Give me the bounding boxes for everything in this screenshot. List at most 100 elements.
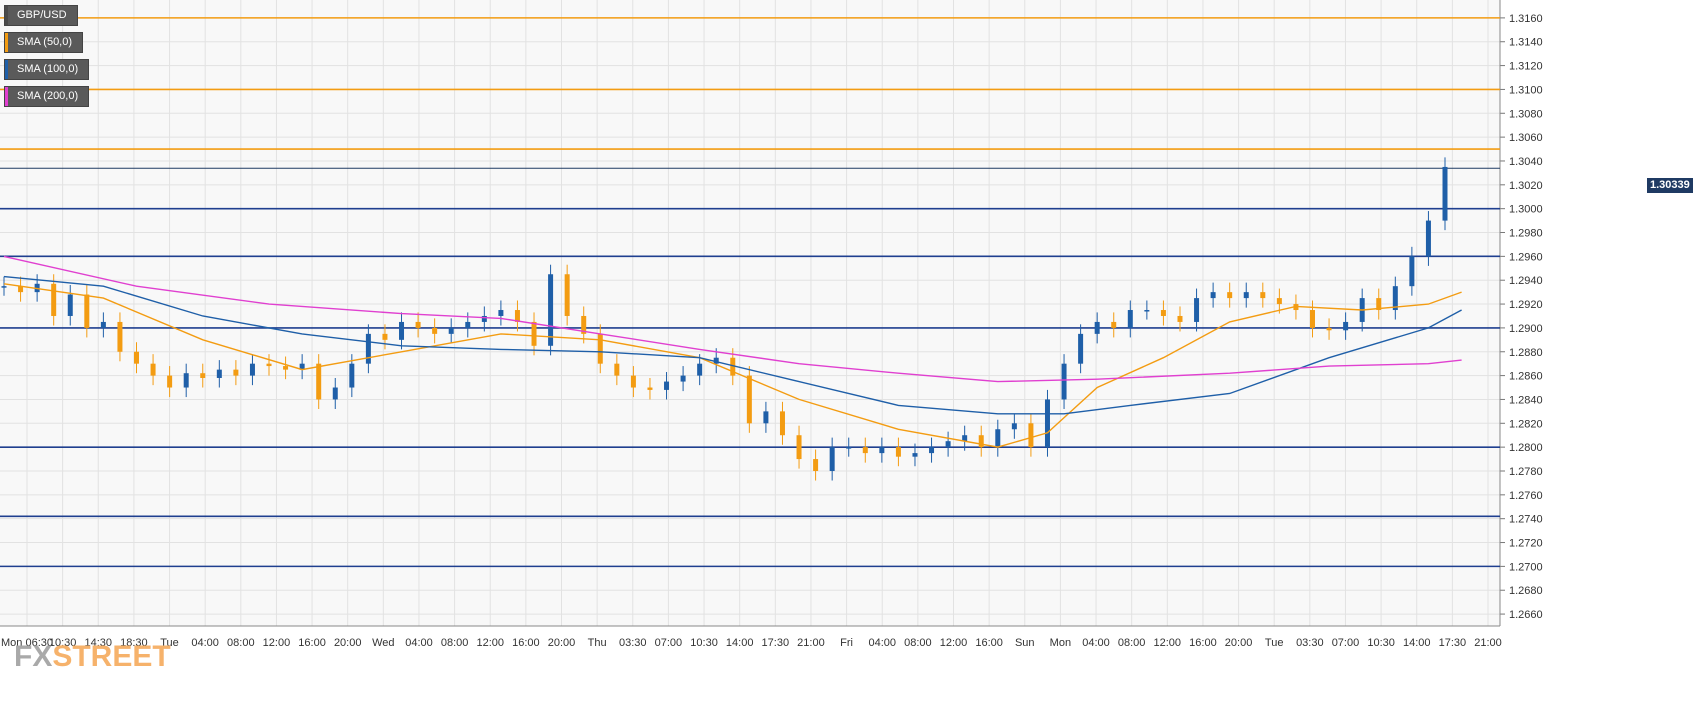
x-tick-label: 08:00 — [1118, 637, 1146, 649]
y-tick-label: 1.2980 — [1509, 228, 1543, 240]
candle-body — [415, 321, 421, 328]
x-tick-label: 07:00 — [1332, 637, 1360, 649]
candle-body — [597, 333, 603, 364]
y-tick-label: 1.3100 — [1509, 84, 1543, 96]
candle-body — [514, 310, 520, 322]
candle-body — [862, 447, 868, 454]
candle-body — [1227, 292, 1233, 299]
candle-body — [266, 363, 272, 367]
candle-body — [1094, 321, 1100, 334]
legend-label: SMA (100,0) — [17, 63, 79, 75]
candle-body — [895, 447, 901, 457]
logo-fx: FX — [14, 640, 53, 673]
candle-body — [564, 274, 570, 316]
candle-body — [316, 363, 322, 400]
candle-body — [846, 447, 852, 449]
x-tick-label: 17:30 — [762, 637, 790, 649]
x-tick-label: Tue — [160, 637, 179, 649]
candle-body — [1260, 292, 1266, 299]
sma-line — [3, 283, 1462, 448]
x-tick-label: 10:30 — [690, 637, 718, 649]
x-tick-label: Fri — [840, 637, 853, 649]
y-tick-label: 1.3120 — [1509, 61, 1543, 73]
x-tick-label: 10:30 — [49, 637, 77, 649]
plot-area — [0, 0, 1500, 626]
candle-body — [283, 366, 289, 370]
x-tick-label: 08:00 — [227, 637, 255, 649]
legend-swatch — [5, 60, 8, 79]
x-tick-label: 03:30 — [619, 637, 647, 649]
candle-body — [249, 363, 255, 376]
candle-body — [1343, 321, 1349, 331]
sma-line — [3, 275, 1462, 415]
y-tick-label: 1.2720 — [1509, 538, 1543, 550]
legend-swatch — [5, 6, 8, 25]
legend-item-sma50[interactable]: SMA (50,0) — [4, 32, 84, 53]
candle-body — [1127, 310, 1133, 328]
y-tick-label: 1.2900 — [1509, 323, 1543, 335]
candle-body — [581, 315, 587, 334]
x-tick-label: 16:00 — [512, 637, 540, 649]
candle-body — [697, 363, 703, 376]
y-tick-label: 1.3000 — [1509, 204, 1543, 216]
y-tick-label: 1.2800 — [1509, 442, 1543, 454]
y-tick-label: 1.3160 — [1509, 13, 1543, 25]
candle-body — [100, 321, 106, 328]
y-tick-label: 1.2760 — [1509, 490, 1543, 502]
candle-body — [1160, 310, 1166, 316]
candle-body — [746, 375, 752, 424]
current-price-tag: 1.30339 — [1647, 178, 1693, 193]
y-tick-label: 1.2820 — [1509, 418, 1543, 430]
candle-body — [1061, 363, 1067, 400]
x-tick-label: 14:00 — [1403, 637, 1431, 649]
candle-body — [1177, 315, 1183, 322]
candle-body — [349, 363, 355, 388]
legend-item-sma100[interactable]: SMA (100,0) — [4, 59, 90, 80]
x-tick-label: Thu — [588, 637, 607, 649]
candle-body — [995, 429, 1001, 448]
candle-body — [531, 321, 537, 346]
legend-label: SMA (200,0) — [17, 90, 79, 102]
candle-body — [134, 351, 140, 364]
y-tick-label: 1.2780 — [1509, 466, 1543, 478]
y-tick-label: 1.2700 — [1509, 561, 1543, 573]
candle-body — [18, 286, 24, 293]
candle-body — [1392, 286, 1398, 311]
candle-body — [614, 363, 620, 376]
candle-body — [67, 294, 73, 316]
candle-body — [829, 447, 835, 471]
candle-body — [929, 447, 935, 454]
candle-body — [332, 387, 338, 400]
x-tick-label: 18:30 — [120, 637, 148, 649]
candle-body — [813, 459, 819, 471]
x-tick-label: 14:00 — [726, 637, 754, 649]
candle-body — [498, 310, 504, 316]
legend-item-gbpusd[interactable]: GBP/USD — [4, 5, 78, 26]
y-tick-label: 1.2660 — [1509, 609, 1543, 621]
x-tick-label: Sun — [1015, 637, 1035, 649]
x-tick-label: Mon — [1050, 637, 1071, 649]
candle-body — [1144, 310, 1150, 312]
y-tick-label: 1.2860 — [1509, 371, 1543, 383]
candle-body — [233, 369, 239, 376]
candle-body — [167, 375, 173, 388]
candle-body — [647, 387, 653, 390]
candle-body — [763, 411, 769, 424]
x-tick-label: 20:00 — [334, 637, 362, 649]
x-tick-label: 12:00 — [263, 637, 291, 649]
x-tick-label: 17:30 — [1439, 637, 1467, 649]
y-tick-label: 1.2920 — [1509, 299, 1543, 311]
x-tick-label: 21:00 — [797, 637, 825, 649]
logo-street: STREET — [52, 640, 171, 673]
y-tick-label: 1.3080 — [1509, 108, 1543, 120]
candle-body — [1194, 298, 1200, 322]
candle-body — [299, 363, 305, 370]
x-tick-label: 16:00 — [298, 637, 326, 649]
y-tick-label: 1.2960 — [1509, 251, 1543, 263]
candle-body — [1, 286, 7, 288]
legend-item-sma200[interactable]: SMA (200,0) — [4, 86, 90, 107]
x-tick-label: 04:00 — [1082, 637, 1110, 649]
candle-body — [448, 327, 454, 334]
candle-body — [51, 283, 57, 316]
